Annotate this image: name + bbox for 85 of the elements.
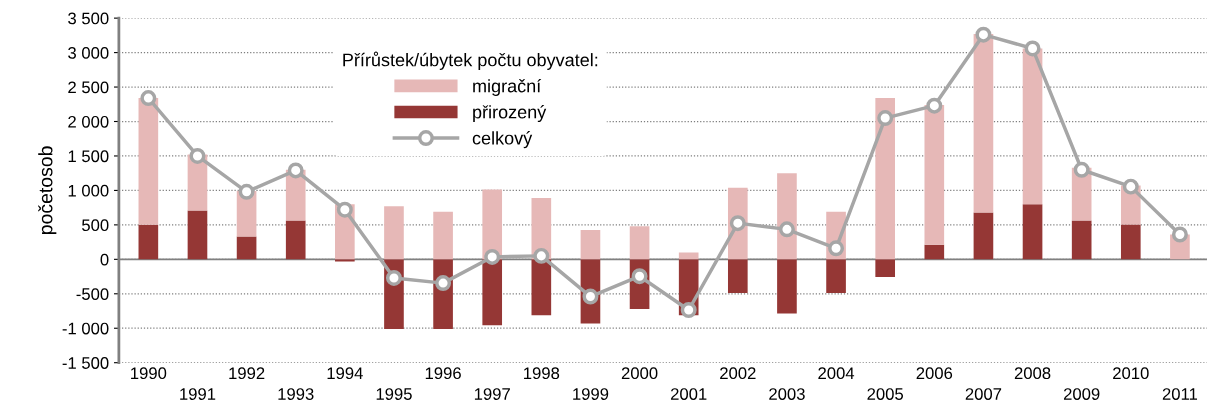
y-tick-label: 500 — [82, 219, 109, 232]
bar — [531, 259, 552, 316]
x-tick-label: 2003 — [769, 388, 805, 400]
x-tick-label: 2002 — [720, 367, 756, 380]
y-tick-label: 1 500 — [68, 150, 109, 163]
x-tick-label: 2000 — [621, 367, 658, 380]
bar — [629, 226, 650, 260]
point — [484, 248, 501, 265]
point — [385, 269, 402, 286]
legend-label: přirozený — [473, 105, 547, 123]
x-tick-label: 2004 — [818, 367, 855, 380]
bar — [335, 259, 355, 262]
bar — [875, 259, 896, 277]
y-tick-label: 3 500 — [68, 12, 109, 25]
x-tick-label: 2005 — [867, 388, 904, 400]
point — [287, 162, 304, 179]
point — [336, 201, 353, 218]
x-tick-label: 2001 — [671, 388, 707, 400]
x-tick-label: 1990 — [131, 367, 167, 380]
point — [533, 247, 550, 264]
y-tick-label: 0 — [100, 253, 109, 266]
x-tick-label: 2007 — [965, 388, 1002, 400]
point — [140, 90, 157, 107]
x-tick-label: 1997 — [474, 388, 510, 400]
point — [778, 221, 795, 238]
bar — [973, 33, 994, 213]
bar — [384, 206, 404, 260]
x-tick-label: 1999 — [573, 388, 609, 400]
y-tick-label: -1 000 — [62, 322, 109, 335]
legend-label: migrační — [473, 78, 542, 96]
bar — [236, 236, 257, 260]
bar — [138, 224, 159, 260]
point — [729, 215, 746, 232]
bar — [924, 244, 945, 260]
y-axis-title: početosob — [38, 146, 57, 235]
x-tick-label: 1992 — [229, 367, 265, 380]
bar — [777, 259, 797, 314]
point — [435, 275, 452, 292]
point — [680, 301, 697, 318]
x-tick-label: 1993 — [278, 388, 314, 400]
point — [975, 26, 992, 43]
bar — [482, 259, 503, 326]
bar — [1022, 48, 1043, 205]
legend-label: celkový — [472, 131, 533, 149]
bar — [727, 259, 748, 294]
point — [1122, 178, 1139, 195]
x-tick-label: 2008 — [1014, 367, 1051, 380]
bar — [1120, 224, 1141, 260]
y-tick-label: 2 500 — [68, 81, 109, 94]
bar — [875, 98, 896, 260]
bar — [924, 104, 945, 245]
point — [926, 97, 943, 114]
point — [1073, 161, 1090, 178]
point — [1171, 226, 1188, 243]
y-tick-label: -1 500 — [62, 357, 109, 369]
x-tick-label: 1996 — [425, 367, 461, 380]
y-tick-label: -500 — [76, 288, 109, 300]
bar — [482, 189, 503, 260]
point — [877, 110, 894, 127]
bar — [433, 211, 453, 260]
x-tick-label: 1998 — [524, 367, 560, 380]
legend-title: Přírůstek/úbytek počtu obyvatel: — [343, 51, 598, 70]
bar — [678, 252, 699, 260]
x-tick-label: 2009 — [1063, 388, 1100, 400]
point — [828, 240, 845, 257]
x-tick-label: 2011 — [1162, 388, 1198, 400]
bar — [285, 220, 306, 260]
point — [189, 147, 206, 164]
x-tick-label: 2010 — [1113, 367, 1149, 380]
point — [238, 183, 255, 200]
bar — [580, 230, 601, 260]
x-tick-label: 2006 — [916, 367, 953, 380]
bar — [1022, 204, 1043, 260]
y-tick-label: 1 000 — [68, 184, 109, 197]
y-tick-label: 3 000 — [68, 46, 109, 59]
bar — [973, 212, 994, 260]
bar — [1071, 220, 1092, 260]
y-tick-label: 2 000 — [68, 115, 109, 128]
x-tick-label: 1991 — [180, 388, 216, 400]
bar — [826, 259, 846, 294]
bar — [187, 210, 208, 260]
x-tick-label: 1994 — [327, 367, 363, 380]
x-tick-label: 1995 — [376, 388, 412, 400]
bar — [138, 98, 159, 225]
point — [1024, 40, 1041, 57]
